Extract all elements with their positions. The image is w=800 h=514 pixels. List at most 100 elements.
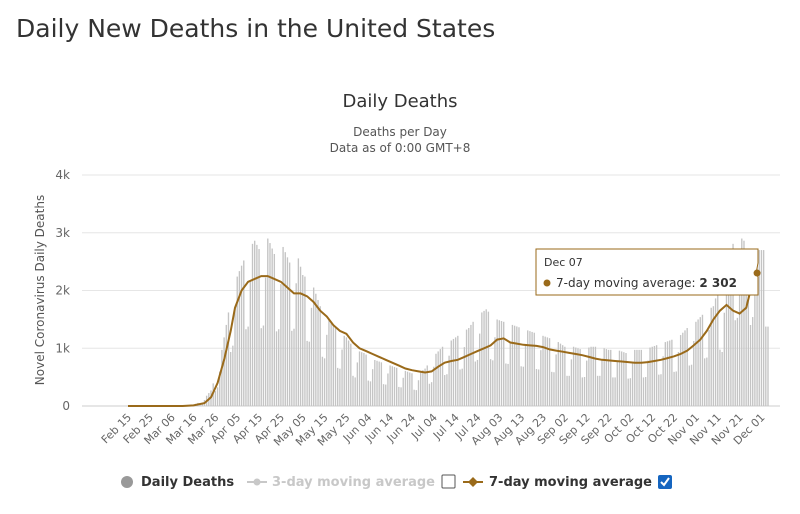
bar	[262, 325, 265, 406]
bar	[417, 380, 420, 406]
bar	[409, 372, 411, 406]
bar	[614, 377, 616, 406]
legend-item-7-day-moving-average[interactable]: 7-day moving average	[463, 475, 672, 490]
bar	[505, 363, 507, 406]
bar	[620, 351, 623, 406]
bar	[542, 335, 544, 406]
bar	[282, 246, 284, 406]
legend-item-3-day-moving-average[interactable]: 3-day moving average	[247, 474, 456, 490]
bar	[590, 346, 592, 406]
bar	[662, 356, 664, 406]
bar	[719, 349, 721, 406]
bar	[625, 352, 627, 406]
bar	[540, 350, 542, 406]
bar	[420, 371, 422, 406]
bar	[249, 280, 251, 406]
bar	[361, 352, 363, 406]
bar	[513, 325, 516, 406]
bar	[758, 250, 760, 406]
bar	[765, 326, 767, 406]
bar	[688, 365, 691, 406]
bar	[273, 253, 276, 406]
legend-label-daily-deaths: Daily Deaths	[141, 475, 234, 490]
bar	[485, 309, 487, 406]
bar	[533, 332, 535, 406]
bar	[251, 243, 254, 406]
bar	[725, 275, 728, 406]
circle-icon	[121, 476, 133, 488]
bar	[350, 343, 352, 406]
bar	[236, 276, 238, 406]
bar	[319, 306, 321, 406]
bar	[332, 324, 335, 406]
tooltip-label: 7-day moving average: 2 302	[556, 276, 737, 290]
bar	[651, 346, 653, 406]
legend-item-daily-deaths[interactable]: Daily Deaths	[121, 475, 234, 490]
bar	[767, 326, 769, 406]
bar	[291, 330, 293, 406]
bar	[548, 338, 551, 406]
bar	[627, 378, 629, 406]
bar	[601, 359, 603, 406]
bar	[232, 345, 234, 406]
bar	[734, 320, 736, 406]
bar	[507, 363, 509, 406]
bar	[334, 328, 337, 406]
bar	[472, 321, 474, 406]
bar	[280, 284, 282, 406]
bar	[330, 321, 332, 406]
bar	[714, 298, 717, 406]
bar	[524, 345, 527, 406]
bar	[404, 370, 407, 406]
tooltip-point	[753, 269, 761, 277]
bar	[441, 346, 444, 406]
chart-subtitle-line-1: Deaths per Day	[353, 125, 447, 139]
bar	[721, 352, 723, 406]
y-axis-ticks: 0 1k 2k 3k 4k	[55, 168, 70, 413]
bar	[402, 377, 404, 406]
bar	[730, 250, 732, 406]
bar	[315, 293, 317, 406]
bar	[345, 337, 348, 406]
bar	[723, 312, 725, 406]
bar	[568, 375, 570, 406]
bar	[223, 337, 225, 406]
bar	[299, 266, 302, 406]
bar	[286, 257, 289, 406]
bar	[354, 377, 356, 406]
bar	[527, 330, 529, 406]
bar	[693, 340, 695, 406]
bar	[492, 360, 494, 406]
bar	[645, 377, 647, 406]
bar	[553, 372, 555, 406]
bar	[343, 335, 345, 406]
bar	[302, 275, 304, 406]
legend-label-3-day-moving-average: 3-day moving average	[272, 475, 435, 490]
bar	[256, 244, 258, 406]
bar	[295, 283, 297, 406]
bar	[717, 290, 719, 406]
bar	[483, 310, 485, 406]
bar	[463, 347, 466, 406]
bar	[225, 324, 227, 406]
bar	[284, 252, 286, 406]
bar	[474, 361, 476, 406]
bar	[684, 330, 686, 406]
check-icon	[660, 477, 670, 487]
bar	[459, 369, 461, 406]
bar	[437, 351, 439, 406]
bar	[760, 250, 763, 406]
bar	[254, 240, 256, 406]
checkbox-3-day[interactable]	[441, 474, 456, 489]
bar	[649, 347, 651, 406]
bar	[395, 367, 398, 406]
bar	[216, 387, 219, 406]
bar	[736, 317, 739, 406]
bar	[337, 367, 339, 406]
bar	[516, 326, 518, 406]
bar	[267, 238, 269, 406]
diamond-marker	[468, 477, 478, 487]
bar	[599, 375, 601, 406]
bar	[671, 339, 673, 406]
